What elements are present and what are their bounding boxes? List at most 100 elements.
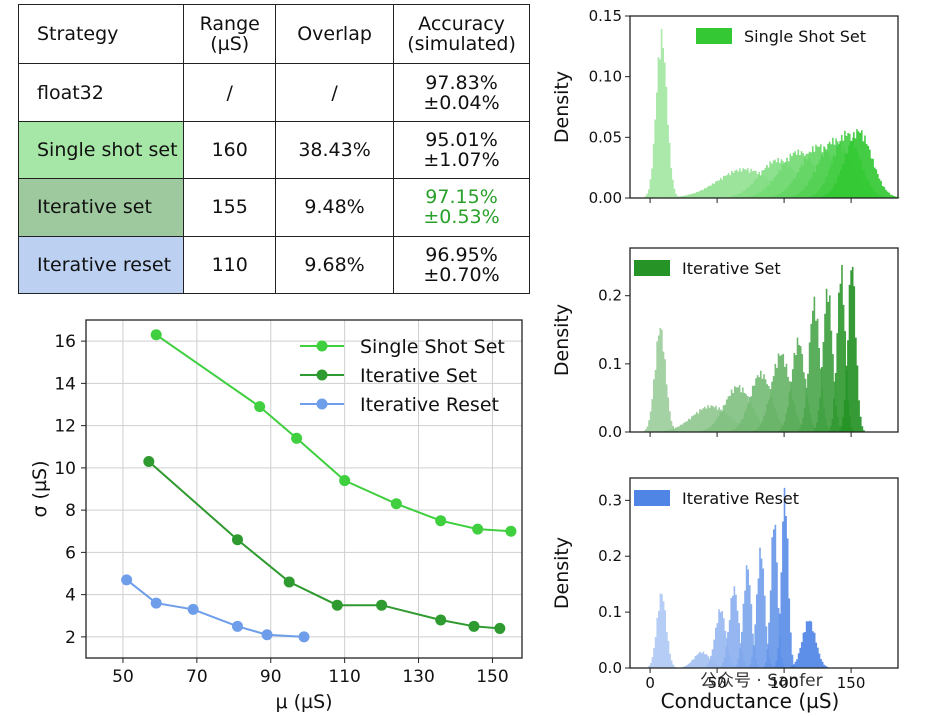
y-tick-label: 0.0 [598, 423, 622, 441]
cell-strategy: Iterative set [17, 178, 185, 237]
x-tick-label: 150 [476, 667, 508, 687]
y-tick-label: 10 [54, 459, 76, 479]
data-point [187, 603, 199, 615]
histogram-distribution [734, 565, 759, 668]
cell-accuracy: 96.95% ±0.70% [393, 235, 530, 295]
data-point [505, 525, 517, 537]
strategy-table: Strategy Range (µS) Overlap Accuracy (si… [17, 3, 530, 295]
accuracy-value: 97.15% [425, 186, 498, 209]
histogram-distribution [747, 547, 772, 668]
accuracy-value: 97.83% [425, 71, 498, 94]
legend-label: Iterative Set [360, 365, 477, 387]
x-tick-label: 50 [708, 674, 727, 692]
data-point [298, 631, 310, 643]
y-tick-label: 2 [65, 628, 76, 648]
header-overlap: Overlap [275, 3, 395, 65]
x-tick-label: 70 [186, 667, 208, 687]
y-axis-label: Density [551, 537, 573, 609]
series-line-3 [126, 579, 305, 638]
data-point [283, 576, 295, 588]
legend-label: Iterative Reset [360, 394, 499, 416]
x-axis-label: μ (µS) [275, 691, 332, 713]
histogram-distribution [719, 586, 749, 668]
data-point [331, 599, 343, 611]
header-accuracy: Accuracy (simulated) [393, 3, 530, 65]
x-axis-label: Conductance (µS) [661, 689, 840, 713]
data-point [390, 498, 402, 510]
cell-range: 110 [183, 235, 277, 295]
data-point [231, 620, 243, 632]
data-point [254, 401, 266, 413]
table-row: Iterative reset 110 9.68% 96.95% ±0.70% [17, 235, 530, 295]
cell-overlap: 38.43% [275, 120, 395, 180]
cell-accuracy: 97.15% ±0.53% [393, 178, 530, 237]
histogram-distribution [812, 288, 842, 432]
histogram-frame [629, 247, 899, 433]
data-point [472, 523, 484, 535]
x-tick-label: 110 [328, 667, 360, 687]
y-tick-label: 0.2 [598, 547, 622, 565]
accuracy-error: ±0.04% [423, 91, 500, 114]
histogram-frame [629, 477, 899, 669]
y-axis-label: Density [551, 304, 573, 376]
data-point [231, 534, 243, 546]
legend-label: Iterative Set [682, 259, 781, 278]
x-tick-label: 50 [112, 667, 134, 687]
accuracy-error: ±1.07% [423, 148, 500, 171]
header-strategy: Strategy [17, 3, 185, 65]
series-line-2 [148, 460, 500, 630]
legend-swatch [634, 490, 670, 506]
sigma-mu-chart: 50 70 90 110 130 150 2 4 6 8 10 12 14 16 μ (µS) σ (µS) S… [29, 319, 523, 713]
y-tick-label: 0.15 [589, 7, 622, 25]
histogram-distribution [643, 328, 678, 432]
histogram-distribution [774, 487, 795, 668]
histogram-distribution [817, 129, 900, 198]
cell-overlap: 9.68% [275, 235, 395, 295]
x-tick-label: 100 [770, 674, 799, 692]
cell-range: 160 [183, 120, 277, 180]
y-tick-label: 16 [54, 332, 76, 352]
cell-accuracy: 95.01% ±1.07% [393, 120, 530, 180]
y-tick-label: 8 [65, 501, 76, 521]
y-tick-label: 14 [54, 374, 76, 394]
y-tick-label: 0.1 [598, 603, 622, 621]
x-tick-label: 150 [837, 674, 866, 692]
y-axis-label: Density [551, 71, 573, 143]
y-tick-label: 0.2 [598, 287, 622, 305]
legend-label: Single Shot Set [744, 27, 866, 46]
header-range: Range (µS) [183, 3, 277, 65]
data-point [291, 432, 303, 444]
table-row: Iterative set 155 9.48% 97.15% ±0.53% [17, 178, 530, 237]
histogram-panel-2: 0.0 0.1 0.2 Density Iterative Set [551, 247, 899, 441]
data-point [150, 329, 162, 341]
y-tick-label: 12 [54, 417, 76, 437]
y-tick-label: 0.0 [598, 659, 622, 677]
y-tick-label: 4 [65, 586, 76, 606]
histogram-distribution [644, 28, 679, 199]
table-row: float32 / / 97.83% ±0.04% [17, 63, 530, 122]
y-tick-label: 0.00 [589, 189, 622, 207]
x-tick-label: 90 [260, 667, 282, 687]
histogram-frame [629, 15, 899, 199]
legend-label: Iterative Reset [682, 489, 799, 508]
watermark-text: 公众号 · Sanfer [700, 671, 823, 691]
accuracy-value: 95.01% [425, 128, 498, 151]
data-point [339, 475, 351, 487]
accuracy-error: ±0.70% [423, 263, 500, 286]
data-point [121, 574, 133, 586]
data-point [261, 629, 273, 641]
legend-marker [316, 340, 328, 352]
legend-marker [316, 369, 328, 381]
data-point [435, 614, 447, 626]
plot-frame [85, 319, 523, 659]
legend-swatch [634, 260, 670, 276]
data-point [150, 597, 162, 609]
data-point [143, 456, 155, 468]
accuracy-error: ±0.53% [423, 206, 500, 229]
table-row: Single shot set 160 38.43% 95.01% ±1.07% [17, 120, 530, 180]
series-line-1 [155, 333, 511, 533]
x-tick-label: 130 [402, 667, 434, 687]
data-point [376, 599, 388, 611]
accuracy-value: 96.95% [425, 243, 498, 266]
